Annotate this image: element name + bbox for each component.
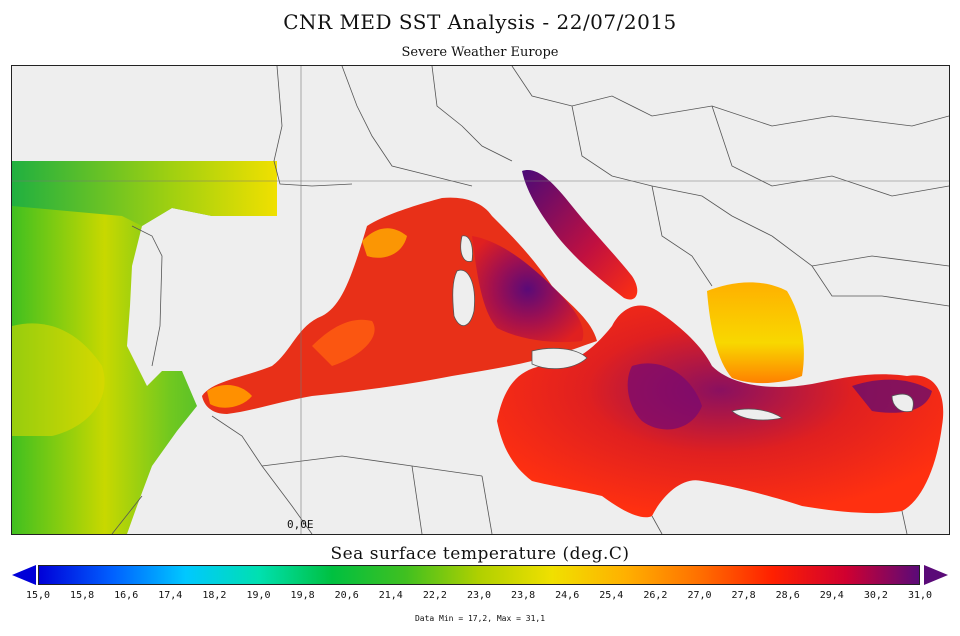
colorbar-tick-label: 23,0 — [466, 590, 492, 601]
colorbar-tick-label: 21,4 — [378, 590, 403, 601]
colorbar-title: Sea surface temperature (deg.C) — [330, 544, 630, 564]
colorbar-tick-label: 23,8 — [511, 590, 536, 601]
mediterranean-sst — [202, 170, 944, 518]
data-range-text: Data Min = 17,2, Max = 31,1 — [414, 614, 546, 623]
sst-map — [11, 65, 950, 535]
colorbar-tick-label: 31,0 — [907, 590, 933, 601]
colorbar-tick-label: 15,0 — [25, 590, 51, 601]
colorbar-tick-label: 30,2 — [863, 590, 888, 601]
colorbar-tick-label: 26,2 — [643, 590, 668, 601]
colorbar-tick-label: 15,8 — [70, 590, 95, 601]
colorbar — [38, 565, 920, 585]
colorbar-tick-label: 27,0 — [687, 590, 712, 601]
map-title: CNR MED SST Analysis - 22/07/2015 — [283, 10, 677, 34]
colorbar-under-arrow — [12, 565, 36, 585]
colorbar-tick-label: 19,0 — [246, 590, 271, 601]
colorbar-tick-label: 22,2 — [422, 590, 447, 601]
atlantic-sst — [12, 161, 277, 534]
graticule — [12, 66, 949, 534]
sst-map-canvas — [12, 66, 949, 534]
colorbar-tick-label: 17,4 — [158, 590, 183, 601]
map-subtitle: Severe Weather Europe — [401, 45, 559, 60]
colorbar-tick-label: 24,6 — [555, 590, 580, 601]
colorbar-tick-label: 19,8 — [290, 590, 315, 601]
colorbar-tick-label: 20,6 — [334, 590, 359, 601]
colorbar-tick-label: 28,6 — [775, 590, 800, 601]
colorbar-tick-label: 16,6 — [114, 590, 139, 601]
colorbar-tick-label: 25,4 — [599, 590, 624, 601]
colorbar-tick-label: 29,4 — [819, 590, 844, 601]
longitude-label: 0,0E — [287, 518, 314, 531]
country-borders — [111, 66, 949, 534]
colorbar-tick-label: 27,8 — [731, 590, 756, 601]
colorbar-ticks: 15,0 15,8 16,6 17,4 18,2 19,0 19,8 20,6 21,4 22,2… — [26, 590, 932, 604]
colorbar-over-arrow — [924, 565, 948, 585]
colorbar-tick-label: 18,2 — [202, 590, 227, 601]
